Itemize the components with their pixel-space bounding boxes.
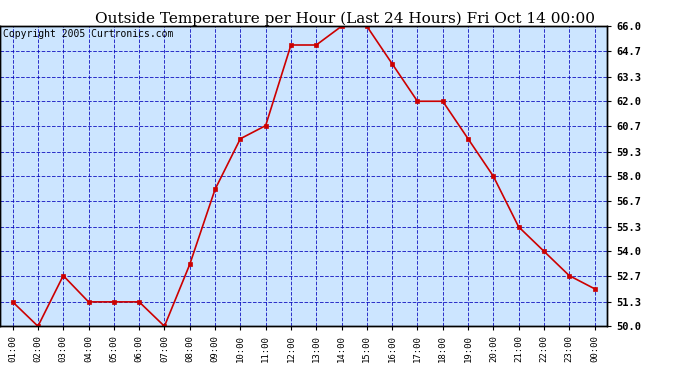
Text: Outside Temperature per Hour (Last 24 Hours) Fri Oct 14 00:00: Outside Temperature per Hour (Last 24 Ho… [95,11,595,26]
Text: Copyright 2005 Curtronics.com: Copyright 2005 Curtronics.com [3,29,173,39]
